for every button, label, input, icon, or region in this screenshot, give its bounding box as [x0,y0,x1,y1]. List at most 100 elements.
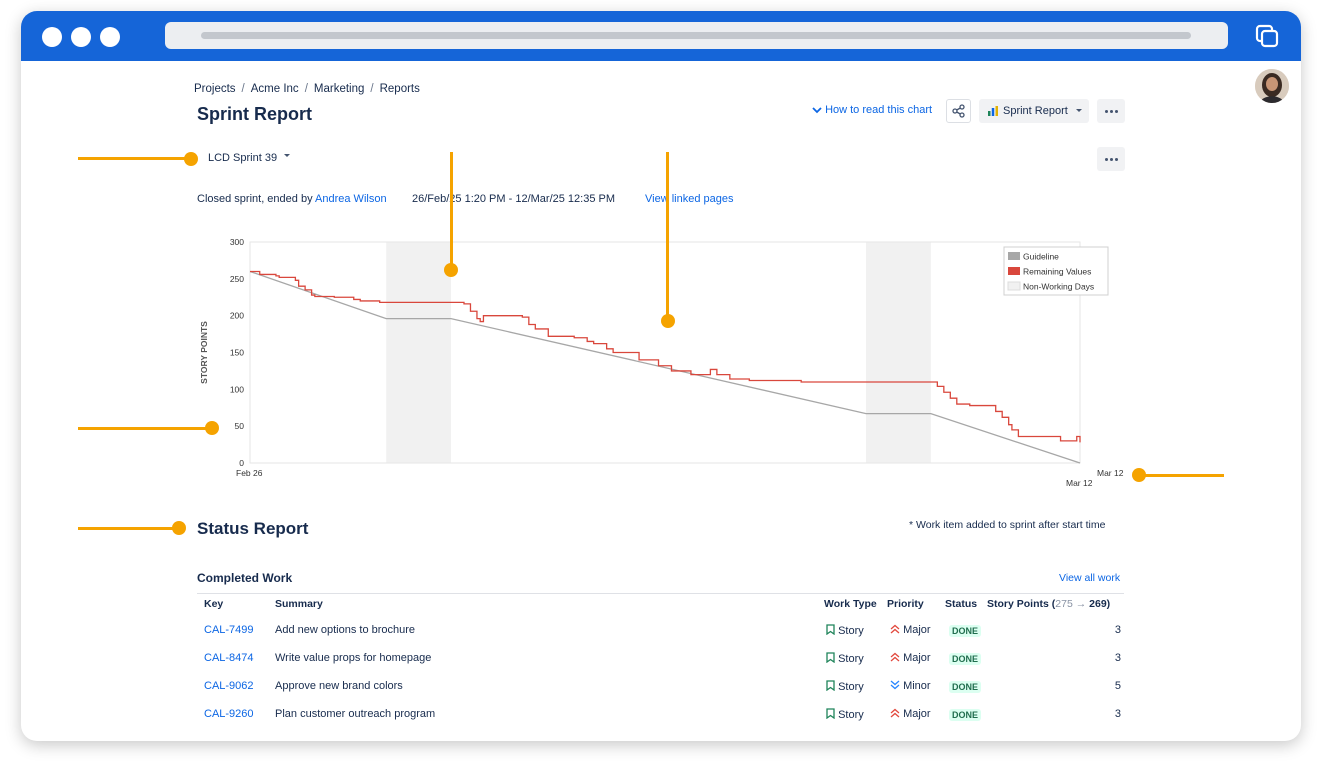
legend-swatch-guideline [1008,252,1020,260]
row-work-type: Story [826,652,864,665]
browser-toolbar [21,11,1301,61]
row-priority: Major [890,652,931,664]
column-header-priority[interactable]: Priority [887,598,924,610]
row-story-points: 3 [1114,652,1121,664]
user-avatar[interactable] [1255,69,1289,103]
address-bar[interactable] [165,22,1228,49]
legend-swatch-non-working [1007,281,1021,291]
status-badge: DONE [949,709,982,721]
row-summary[interactable]: Plan customer outreach program [275,708,436,720]
row-summary[interactable]: Write value props for homepage [275,652,432,664]
sprint-status-text: Closed sprint, ended by Andrea Wilson [197,193,387,205]
status-badge: DONE [949,625,982,637]
callout-line-sprint [78,157,188,160]
callout-dot-status [172,521,186,535]
view-linked-pages-link[interactable]: View linked pages [645,193,734,205]
copy-tabs-icon[interactable] [1254,23,1280,49]
row-story-points: 3 [1114,624,1121,636]
column-header-work-type[interactable]: Work Type [824,598,877,610]
sprint-select[interactable]: LCD Sprint 39 [208,152,291,164]
callout-line-end-date [1140,474,1224,477]
y-tick-label: 100 [230,384,244,394]
sprint-more-button[interactable] [1097,147,1125,171]
y-tick-label: 250 [230,274,244,284]
callout-dot-sprint [184,152,198,166]
bookmark-icon [826,708,835,720]
breadcrumb-projects[interactable]: Projects [194,83,236,95]
legend-swatch-remaining [1008,267,1020,275]
callout-line-yaxis [78,427,213,430]
report-type-label: Sprint Report [1003,105,1068,117]
window-minimize-dot[interactable] [71,27,91,47]
column-header-status[interactable]: Status [945,598,978,610]
column-header-summary[interactable]: Summary [275,598,323,610]
callout-dot-remaining [661,314,675,328]
priority-minor-icon [890,680,900,690]
legend-label-non-working: Non-Working Days [1023,282,1094,292]
status-report-title: Status Report [197,519,309,538]
bar-chart-icon [988,106,998,116]
row-summary[interactable]: Add new options to brochure [275,624,416,636]
y-tick-label: 0 [239,458,244,468]
status-badge: DONE [949,653,982,665]
y-tick-label: 200 [230,311,244,321]
chevron-down-icon [812,107,822,114]
y-tick-label: 50 [235,421,245,431]
more-actions-button[interactable] [1097,99,1125,123]
completed-work-title: Completed Work [197,571,293,585]
row-priority: Minor [890,680,931,692]
column-header-story-points[interactable]: Story Points (275 → 269) [987,598,1111,610]
column-header-key[interactable]: Key [204,598,224,610]
callout-dot-yaxis [205,421,219,435]
row-key-link[interactable]: CAL-9062 [204,680,254,692]
row-key-link[interactable]: CAL-7499 [204,624,254,636]
more-icon [1105,158,1120,161]
row-key-link[interactable]: CAL-9260 [204,708,254,720]
share-button[interactable] [946,99,971,123]
callout-line-remaining [666,152,669,318]
row-key-link[interactable]: CAL-8474 [204,652,254,664]
row-work-type: Story [826,680,864,693]
table-divider [197,593,1124,594]
guideline-series-line [249,270,1081,464]
avatar-portrait-icon [1255,69,1289,103]
breadcrumb-reports[interactable]: Reports [379,83,420,95]
sprint-owner-link[interactable]: Andrea Wilson [315,193,387,205]
how-to-read-link[interactable]: How to read this chart [812,104,932,116]
bookmark-icon [826,624,835,636]
window-maximize-dot[interactable] [100,27,120,47]
window-close-dot[interactable] [42,27,62,47]
view-all-work-link[interactable]: View all work [1059,572,1121,584]
y-tick-label: 150 [230,348,244,358]
report-type-select[interactable]: Sprint Report [979,99,1089,123]
plot-frame [249,241,1081,464]
priority-major-icon [890,708,900,718]
callout-dot-non-working [444,263,458,277]
bookmark-icon [826,652,835,664]
row-work-type: Story [826,624,864,637]
y-axis: 0 50 100 150 200 250 300 [230,237,244,468]
x-axis-end-label: Mar 12 [1066,478,1093,488]
share-icon [952,104,965,118]
browser-window [21,11,1301,741]
row-summary[interactable]: Approve new brand colors [275,680,403,692]
priority-major-icon [890,652,900,662]
address-placeholder-line [201,32,1191,39]
non-working-day-band-0 [386,242,452,463]
page-title: Sprint Report [197,104,312,124]
breadcrumb-acme[interactable]: Acme Inc [250,83,299,95]
caret-down-icon [1076,109,1082,112]
status-badge: DONE [949,681,982,693]
remaining-values-series-line [250,270,1081,443]
legend-label-guideline: Guideline [1023,252,1059,262]
breadcrumb: Projects / Acme Inc / Marketing / Reports [194,83,420,95]
more-icon [1105,110,1120,113]
row-story-points: 5 [1114,680,1121,692]
breadcrumb-marketing[interactable]: Marketing [313,83,365,95]
non-working-day-band-1 [866,242,931,463]
legend-label-remaining: Remaining Values [1023,267,1091,277]
added-after-start-note: * Work item added to sprint after start … [909,519,1106,531]
burndown-chart: 0 50 100 150 200 250 300 STORY POINTS Feb 26 M… [199,237,1124,488]
chart-legend: Guideline Remaining Values Non-Working D… [1003,246,1109,296]
callout-line-non-working [450,152,453,268]
